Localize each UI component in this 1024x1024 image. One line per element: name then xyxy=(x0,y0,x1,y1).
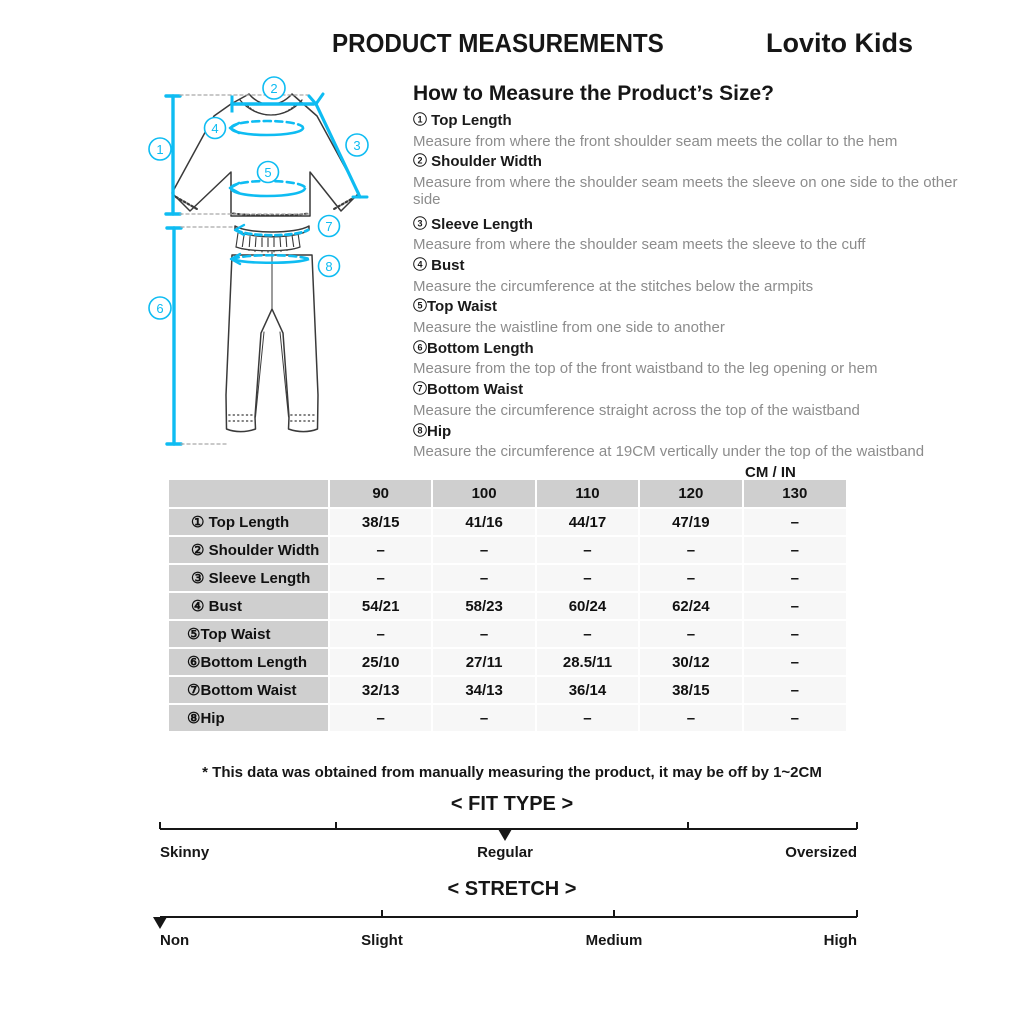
svg-text:5: 5 xyxy=(264,165,271,180)
svg-text:7: 7 xyxy=(325,219,332,234)
svg-text:6: 6 xyxy=(156,301,163,316)
svg-text:1: 1 xyxy=(156,142,163,157)
svg-text:2: 2 xyxy=(270,81,277,96)
svg-text:8: 8 xyxy=(325,259,332,274)
svg-text:3: 3 xyxy=(353,138,360,153)
svg-text:4: 4 xyxy=(211,121,218,136)
